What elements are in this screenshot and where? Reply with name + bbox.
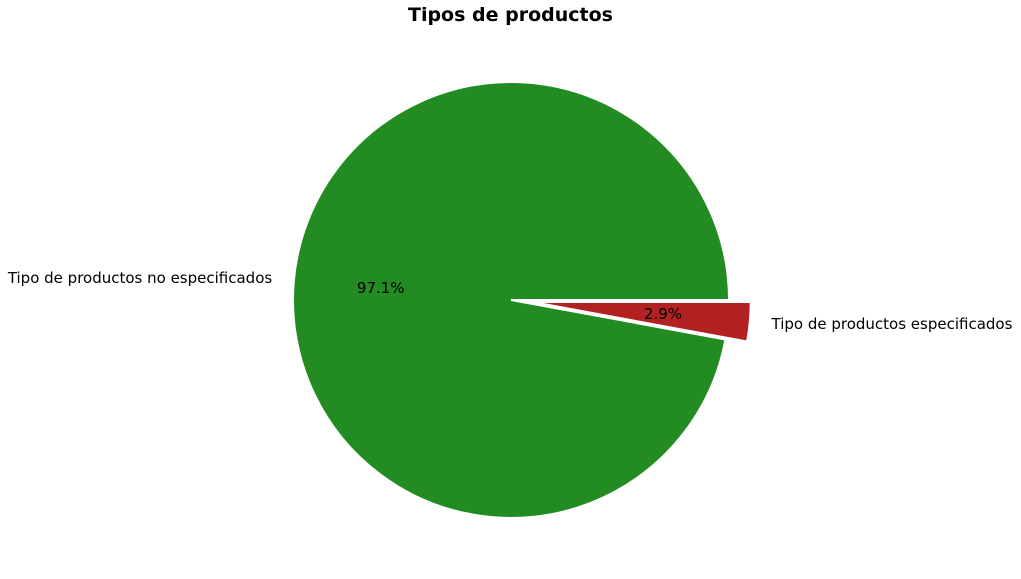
slice-category-label-0: Tipo de productos no especificados: [7, 269, 273, 287]
pie-slice-1: [532, 300, 752, 343]
slice-category-label-1: Tipo de productos especificados: [771, 315, 1013, 333]
slice-percent-label-1: 2.9%: [644, 305, 682, 323]
slice-percent-label-0: 97.1%: [357, 279, 405, 297]
chart-title: Tipos de productos: [407, 4, 613, 26]
pie-slice-0: [292, 81, 731, 519]
